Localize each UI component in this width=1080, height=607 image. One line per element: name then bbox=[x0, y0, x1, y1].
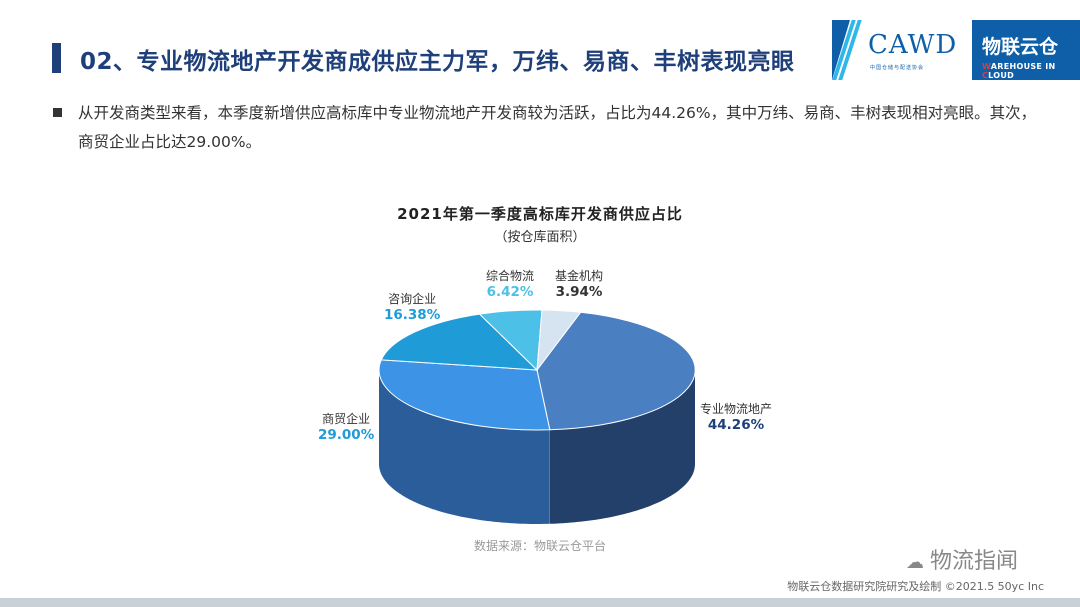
pie-slice-logistics-developer bbox=[536, 311, 696, 431]
slice-label-consulting: 咨询企业 16.38% bbox=[384, 290, 440, 323]
page-title: 02、专业物流地产开发商成供应主力军，万纬、易商、丰树表现亮眼 bbox=[80, 49, 795, 75]
pie-slice-fund bbox=[536, 309, 582, 372]
wechat-watermark: ☁ 物流指闻 bbox=[906, 543, 1018, 575]
cawd-logo-subtext: 中国仓储与配送协会 bbox=[870, 65, 925, 71]
cawd-logo-text: CAWD bbox=[868, 30, 958, 60]
footer-credit: 物联云仓数据研究院研究及绘制 ©2021.5 50yc Inc bbox=[787, 580, 1044, 593]
slice-label-name: 基金机构 bbox=[555, 269, 604, 283]
brand-subtext: WAREHOUSE IN CLOUD bbox=[982, 62, 1080, 80]
bottom-strip bbox=[0, 598, 1080, 607]
pie-slice-consulting bbox=[380, 313, 539, 371]
watermark-text: 物流指闻 bbox=[930, 549, 1019, 574]
brand-sub-word: AREHOUSE IN bbox=[990, 62, 1056, 71]
slice-label-trade-enterprise: 商贸企业 29.00% bbox=[318, 410, 374, 443]
brand-name: 物联云仓 bbox=[982, 36, 1059, 58]
brand-sub-letter: C bbox=[982, 71, 989, 80]
data-source: 数据来源：物联云仓平台 bbox=[473, 539, 606, 553]
brand-logo: CAWD 中国仓储与配送协会 物联云仓 WAREHOUSE IN CLOUD bbox=[832, 20, 1080, 80]
slice-label-fund: 基金机构 3.94% bbox=[555, 267, 603, 300]
slice-label-value: 3.94% bbox=[555, 284, 603, 300]
slice-label-integrated-logistics: 综合物流 6.42% bbox=[486, 267, 534, 300]
chart-subtitle: （按仓库面积） bbox=[494, 230, 586, 245]
bullet-marker bbox=[53, 108, 62, 117]
wechat-icon: ☁ bbox=[906, 552, 924, 573]
chart-title: 2021年第一季度高标库开发商供应占比 bbox=[397, 205, 683, 223]
pie-side-trade-enterprise bbox=[379, 370, 550, 524]
slice-label-name: 商贸企业 bbox=[322, 412, 371, 426]
brand-sub-letter: W bbox=[982, 62, 991, 71]
slice-label-value: 29.00% bbox=[318, 427, 375, 443]
slice-label-value: 44.26% bbox=[707, 417, 765, 433]
slice-label-value: 6.42% bbox=[486, 284, 534, 300]
title-accent-bar bbox=[52, 43, 61, 73]
slice-label-logistics-developer: 专业物流地产 44.26% bbox=[700, 400, 772, 433]
slice-label-name: 专业物流地产 bbox=[700, 402, 773, 416]
brand-sub-word: LOUD bbox=[988, 71, 1015, 80]
slice-label-name: 综合物流 bbox=[486, 269, 535, 283]
slice-label-value: 16.38% bbox=[384, 307, 441, 323]
summary-text: 从开发商类型来看，本季度新增供应高标库中专业物流地产开发商较为活跃，占比为44.… bbox=[78, 104, 1037, 151]
pie-slice-trade-enterprise bbox=[378, 359, 551, 431]
slice-label-name: 咨询企业 bbox=[388, 292, 437, 306]
